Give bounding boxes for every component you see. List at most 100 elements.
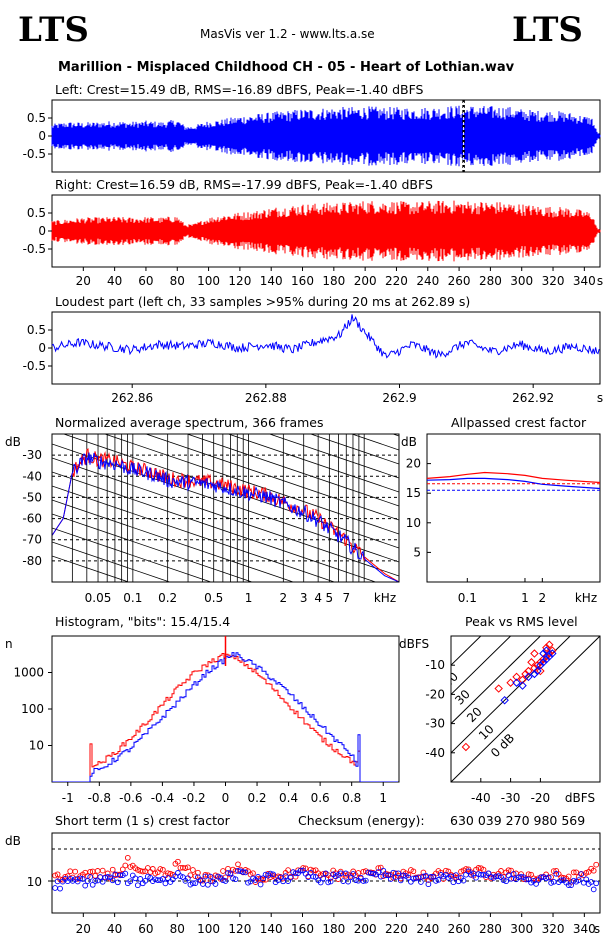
peak-rms-ylabel: dBFS — [399, 637, 429, 651]
peak-rms-xtick-label: -20 — [531, 791, 551, 805]
crest-short-point-red — [565, 873, 572, 880]
crest-short-point-red — [134, 867, 141, 873]
right-ytick-label: 0.5 — [27, 206, 46, 220]
left-waveform — [51, 105, 601, 167]
crest-short-point-red — [355, 870, 362, 876]
histogram-xtick-label: -0.2 — [182, 791, 205, 805]
crest-short-point-blue — [255, 874, 261, 880]
spectrum-xtick-label: 1 — [245, 591, 253, 605]
crest-short-point-blue — [460, 877, 467, 884]
peak-rms-point-red — [506, 678, 515, 687]
crest-short-frame — [51, 832, 601, 914]
crest-short-point-blue — [580, 879, 587, 886]
crest-short-xtick-label: 220 — [385, 922, 408, 936]
peak-rms-ytick-label: -30 — [425, 717, 445, 731]
spectrum-slope-line — [103, 434, 399, 535]
histogram-series-red — [52, 653, 398, 782]
crest-short-point-red — [54, 871, 61, 878]
crest-short-point-red — [548, 874, 554, 880]
crest-short-point-blue — [553, 870, 560, 877]
crest-short-point-red — [250, 870, 256, 877]
crest-short-point-red — [475, 865, 482, 871]
crest-short-point-blue — [237, 868, 244, 875]
crest-short-point-red — [67, 868, 74, 875]
loudest-xtick-label: 262.88 — [245, 391, 287, 405]
allpass-xtick-label: 1 — [521, 591, 529, 605]
peak-rms-point-blue — [539, 649, 548, 658]
app-title: MasVis ver 1.2 - www.lts.a.se — [200, 27, 375, 41]
spectrum-series-red — [52, 448, 399, 582]
crest-short-point-blue — [97, 874, 104, 880]
crest-short-point-blue — [400, 872, 407, 879]
loudest-ytick-label: -0.5 — [23, 359, 46, 373]
crest-short-xtick-label: 180 — [322, 922, 345, 936]
allpass-series-blue — [426, 477, 601, 490]
right-xtick-label: 120 — [228, 274, 251, 288]
crest-short-point-red — [109, 866, 116, 873]
right-xtick-label: 80 — [170, 274, 185, 288]
crest-short-xtick-label: 260 — [448, 922, 471, 936]
spectrum-slope-line — [144, 434, 399, 521]
crest-short-point-blue — [287, 874, 294, 881]
right-xtick-label: 60 — [138, 274, 153, 288]
crest-short-point-blue — [448, 873, 454, 880]
checksum-label: Checksum (energy): — [298, 813, 425, 828]
crest-short-point-red — [182, 865, 189, 871]
crest-short-point-blue — [137, 876, 144, 882]
crest-short-point-blue — [545, 874, 552, 881]
crest-short-xtick-label: 60 — [138, 922, 153, 936]
spectrum-slope-line — [309, 434, 399, 465]
right-xtick-label: 200 — [354, 274, 377, 288]
crest-short-point-red — [190, 867, 196, 873]
crest-short-xtick-label: 100 — [197, 922, 220, 936]
crest-short-point-blue — [523, 876, 529, 883]
logo-left: LTS — [18, 10, 89, 50]
peak-rms-xtick-label: -30 — [501, 791, 521, 805]
right-xtick-label: 40 — [107, 274, 122, 288]
crest-short-xtick-label: 200 — [354, 922, 377, 936]
right-xtick-label: 20 — [76, 274, 91, 288]
crest-short-point-blue — [450, 879, 457, 886]
right-ytick-label: 0 — [38, 224, 46, 238]
crest-short-point-blue — [82, 882, 89, 889]
peak-rms-diag — [451, 636, 542, 724]
peak-rms-point-blue — [548, 649, 557, 658]
loudest-ytick-label: 0.5 — [27, 323, 46, 337]
crest-short-point-red — [124, 854, 131, 861]
peak-rms-point-red — [524, 666, 533, 676]
peak-rms-point-blue — [530, 669, 539, 679]
crest-short-point-blue — [420, 873, 427, 880]
crest-short-point-blue — [350, 871, 357, 877]
crest-short-point-blue — [352, 877, 359, 883]
crest-short-point-blue — [277, 874, 284, 881]
spectrum-slope-line — [391, 434, 399, 437]
crest-short-point-blue — [413, 875, 419, 882]
spectrum-ytick-label: -50 — [22, 490, 42, 504]
spectrum-series-blue — [52, 452, 399, 582]
spectrum-title: Normalized average spectrum, 366 frames — [55, 415, 324, 430]
file-title: Marillion - Misplaced Childhood CH - 05 … — [58, 60, 515, 75]
crest-short-point-blue — [322, 870, 329, 877]
right-title: Right: Crest=16.59 dB, RMS=-17.99 dBFS, … — [55, 177, 433, 192]
crest-short-point-red — [147, 869, 154, 875]
crest-short-point-blue — [192, 880, 199, 886]
loudest-xtick-label: 262.86 — [111, 391, 153, 405]
right-ytick-label: -0.5 — [23, 242, 46, 256]
crest-short-xtick-label: 140 — [260, 922, 283, 936]
crest-short-point-blue — [463, 871, 469, 878]
crest-short-xtick-label: 320 — [542, 922, 565, 936]
crest-short-point-blue — [310, 873, 317, 880]
peak-rms-point-blue — [524, 672, 533, 682]
peak-rms-point-red — [512, 672, 521, 682]
crest-short-point-blue — [370, 870, 377, 877]
crest-short-point-blue — [267, 870, 274, 877]
loudest-waveform — [51, 314, 600, 359]
spectrum-slope-line — [52, 276, 399, 394]
crest-short-point-blue — [225, 870, 231, 876]
crest-short-point-blue — [375, 869, 382, 875]
crest-short-point-blue — [548, 880, 554, 886]
peak-rms-point-red — [530, 663, 539, 673]
histogram-xtick-label: -0.6 — [119, 791, 142, 805]
crest-short-point-blue — [425, 881, 432, 888]
